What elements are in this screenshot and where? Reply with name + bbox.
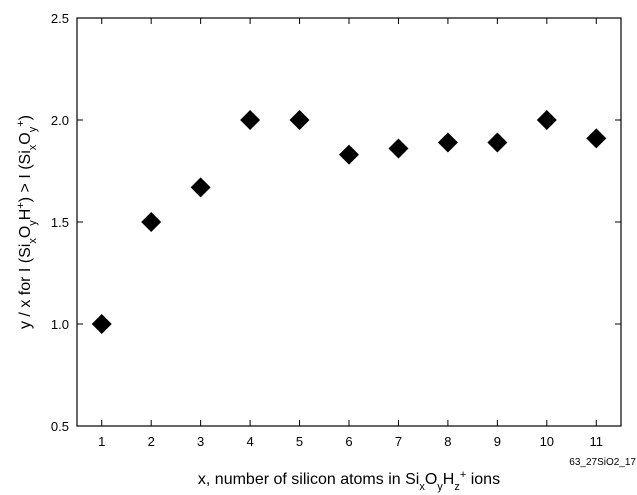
- data-points: [91, 110, 607, 334]
- data-point-7: [437, 132, 458, 153]
- x-tick-label-4: 5: [296, 434, 303, 449]
- x-tick-label-9: 10: [540, 434, 554, 449]
- x-tick-label-10: 11: [590, 434, 604, 449]
- data-point-3: [240, 110, 261, 130]
- y-tick-label-0: 0.5: [51, 419, 69, 434]
- x-tick-label-6: 7: [395, 434, 402, 449]
- data-point-4: [289, 110, 310, 130]
- data-point-5: [339, 144, 359, 165]
- y-axis-label: y / x for I (SixOyH+) > I (SixOy+): [15, 115, 39, 329]
- x-tick-label-2: 3: [197, 434, 204, 449]
- x-tick-label-0: 1: [98, 434, 105, 449]
- data-point-10: [586, 128, 607, 149]
- data-point-9: [536, 110, 557, 130]
- data-point-2: [190, 177, 211, 198]
- x-tick-label-7: 8: [444, 434, 451, 449]
- tick-labels: 1 2 3 4 5 6 7 8 9 10 11 0.5 1.0 1.5 2.0 2.5: [51, 11, 603, 449]
- y-tick-label-2: 1.5: [51, 215, 69, 230]
- y-tick-label-1: 1.0: [51, 317, 69, 332]
- y-tick-label-4: 2.5: [51, 11, 69, 26]
- x-tick-label-8: 9: [494, 434, 501, 449]
- figure-id: 63_27SiO2_17: [569, 457, 636, 468]
- x-axis-label: x, number of silicon atoms in SixOyHz+ i…: [198, 469, 500, 493]
- y-tick-label-3: 2.0: [51, 113, 69, 128]
- data-point-0: [91, 314, 112, 334]
- axis-ticks: [77, 17, 621, 427]
- x-tick-label-1: 2: [148, 434, 155, 449]
- data-point-8: [487, 132, 508, 153]
- x-tick-label-5: 6: [345, 434, 352, 449]
- data-point-6: [388, 138, 409, 159]
- data-point-1: [141, 212, 162, 232]
- x-tick-label-3: 4: [246, 434, 253, 449]
